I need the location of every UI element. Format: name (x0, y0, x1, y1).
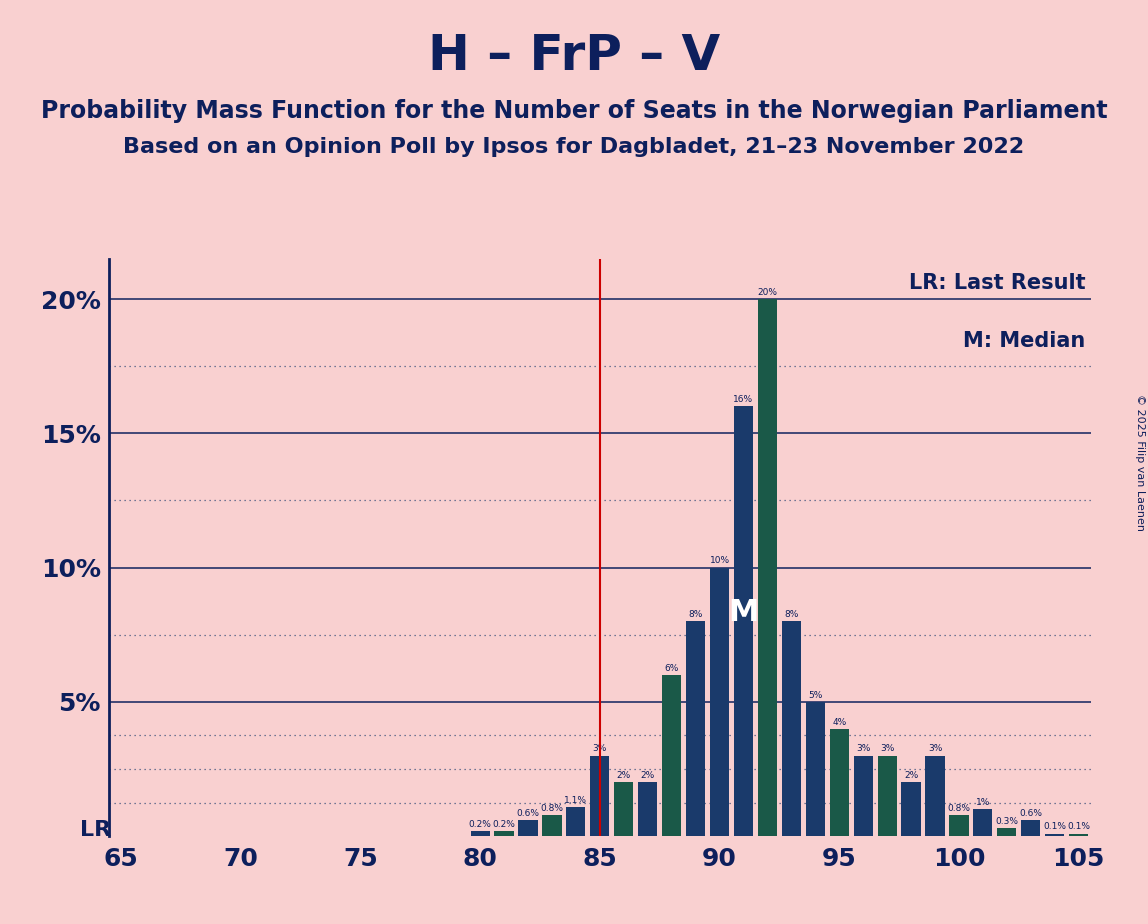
Text: 8%: 8% (689, 610, 703, 619)
Bar (1069, 833, 1088, 836)
Text: 0.2%: 0.2% (492, 820, 515, 829)
Text: 3%: 3% (856, 745, 870, 753)
Bar (1045, 833, 1064, 836)
Text: 6%: 6% (665, 664, 678, 673)
Bar (662, 675, 681, 836)
Text: Probability Mass Function for the Number of Seats in the Norwegian Parliament: Probability Mass Function for the Number… (40, 99, 1108, 123)
Text: 0.8%: 0.8% (541, 804, 564, 812)
Bar (782, 621, 801, 836)
Text: Based on an Opinion Poll by Ipsos for Dagbladet, 21–23 November 2022: Based on an Opinion Poll by Ipsos for Da… (124, 137, 1024, 157)
Bar (830, 729, 848, 836)
Bar (566, 807, 585, 836)
Text: 5%: 5% (808, 691, 822, 699)
Bar (974, 809, 992, 836)
Text: 0.6%: 0.6% (517, 808, 540, 818)
Text: LR: Last Result: LR: Last Result (909, 274, 1086, 293)
Text: 0.1%: 0.1% (1044, 822, 1066, 832)
Bar (638, 783, 658, 836)
Bar (854, 756, 872, 836)
Text: 3%: 3% (592, 745, 607, 753)
Text: 0.6%: 0.6% (1019, 808, 1042, 818)
Text: 10%: 10% (709, 556, 730, 565)
Bar (590, 756, 610, 836)
Bar (758, 299, 777, 836)
Bar (687, 621, 705, 836)
Bar (1022, 821, 1040, 836)
Text: 2%: 2% (641, 772, 654, 781)
Text: LR: LR (80, 820, 111, 840)
Bar (542, 815, 561, 836)
Text: 0.1%: 0.1% (1068, 822, 1091, 832)
Text: 0.3%: 0.3% (995, 817, 1018, 826)
Text: 1.1%: 1.1% (565, 796, 588, 805)
Text: 3%: 3% (879, 745, 894, 753)
Bar (709, 567, 729, 836)
Text: © 2025 Filip van Laenen: © 2025 Filip van Laenen (1135, 394, 1145, 530)
Text: M: Median: M: Median (963, 331, 1086, 351)
Text: 0.2%: 0.2% (468, 820, 491, 829)
Text: 8%: 8% (784, 610, 799, 619)
Bar (519, 821, 537, 836)
Text: H – FrP – V: H – FrP – V (428, 32, 720, 80)
Bar (734, 407, 753, 836)
Bar (877, 756, 897, 836)
Text: M: M (728, 598, 759, 627)
Bar (998, 828, 1016, 836)
Text: 0.8%: 0.8% (947, 804, 970, 812)
Text: 2%: 2% (616, 772, 631, 781)
Bar (901, 783, 921, 836)
Text: 20%: 20% (758, 288, 777, 297)
Text: 2%: 2% (903, 772, 918, 781)
Text: 1%: 1% (976, 798, 990, 808)
Text: 3%: 3% (928, 745, 943, 753)
Text: 16%: 16% (734, 395, 753, 405)
Bar (614, 783, 634, 836)
Bar (949, 815, 969, 836)
Bar (806, 702, 825, 836)
Bar (925, 756, 945, 836)
Bar (471, 831, 490, 836)
Bar (495, 831, 513, 836)
Text: 4%: 4% (832, 718, 846, 726)
